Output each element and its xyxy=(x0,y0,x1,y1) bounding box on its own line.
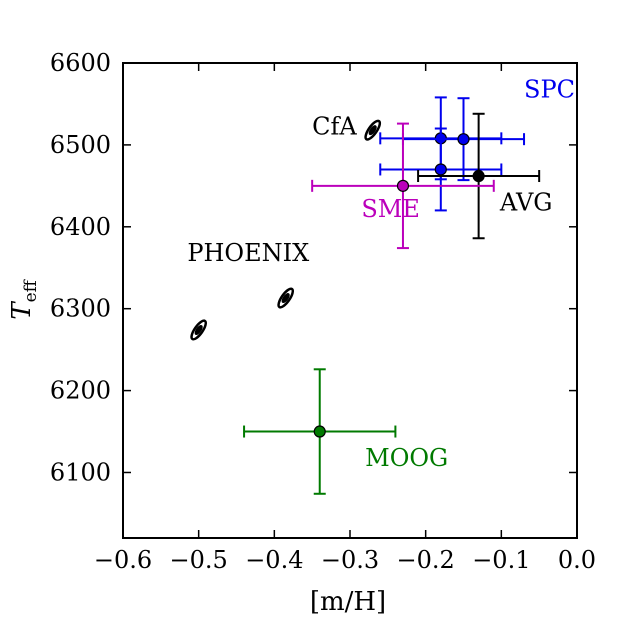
contour-inner xyxy=(368,125,377,136)
label-cfa: CfA xyxy=(312,112,357,140)
y-tick-label: 6400 xyxy=(50,213,111,241)
y-tick-label: 6300 xyxy=(50,295,111,323)
x-tick-label: −0.2 xyxy=(397,546,455,574)
label-phoenix: PHOENIX xyxy=(187,239,309,267)
label-sme: SME xyxy=(361,195,420,223)
contour-phoenix xyxy=(190,319,208,341)
x-tick-label: −0.4 xyxy=(245,546,303,574)
point-sme xyxy=(311,122,495,250)
x-tick-label: 0.0 xyxy=(558,546,596,574)
point-spc xyxy=(379,127,503,212)
contour-inner xyxy=(281,293,290,304)
label-avg: AVG xyxy=(499,188,553,216)
axis-ticks: −0.6 −0.5 −0.4 −0.3 −0.2 −0.1 0.0 6100 6200 6300 6… xyxy=(50,49,596,574)
point-spc xyxy=(401,97,526,182)
contour-outer xyxy=(190,319,208,341)
label-spc: SPC xyxy=(524,75,575,103)
annotation-labels: SPC CfA AVG SME PHOENIX MOOG xyxy=(187,75,575,472)
data-marker xyxy=(313,425,326,438)
y-tick-label: 6600 xyxy=(50,49,111,77)
x-tick-label: −0.5 xyxy=(170,546,228,574)
data-marker xyxy=(457,133,470,146)
point-moog xyxy=(243,368,397,495)
y-tick-label: 6200 xyxy=(50,377,111,405)
data-marker xyxy=(396,179,410,192)
point-avg xyxy=(417,112,541,240)
contour-outer xyxy=(277,287,295,309)
label-moog: MOOG xyxy=(365,444,448,472)
x-axis-label: [m/H] xyxy=(310,587,386,617)
contour-group xyxy=(190,119,382,341)
y-tick-label: 6100 xyxy=(50,458,111,486)
y-axis-label: Teff xyxy=(7,278,41,319)
y-tick-label: 6500 xyxy=(50,131,111,159)
contour-inner xyxy=(194,324,203,335)
contour-phoenix xyxy=(277,287,295,309)
x-tick-label: −0.1 xyxy=(472,546,530,574)
data-marker xyxy=(472,169,485,183)
data-points xyxy=(243,96,541,495)
contour-cfa xyxy=(364,119,382,141)
x-tick-label: −0.6 xyxy=(94,546,152,574)
x-tick-label: −0.3 xyxy=(321,546,379,574)
contour-outer xyxy=(364,119,382,141)
data-marker xyxy=(434,163,447,176)
